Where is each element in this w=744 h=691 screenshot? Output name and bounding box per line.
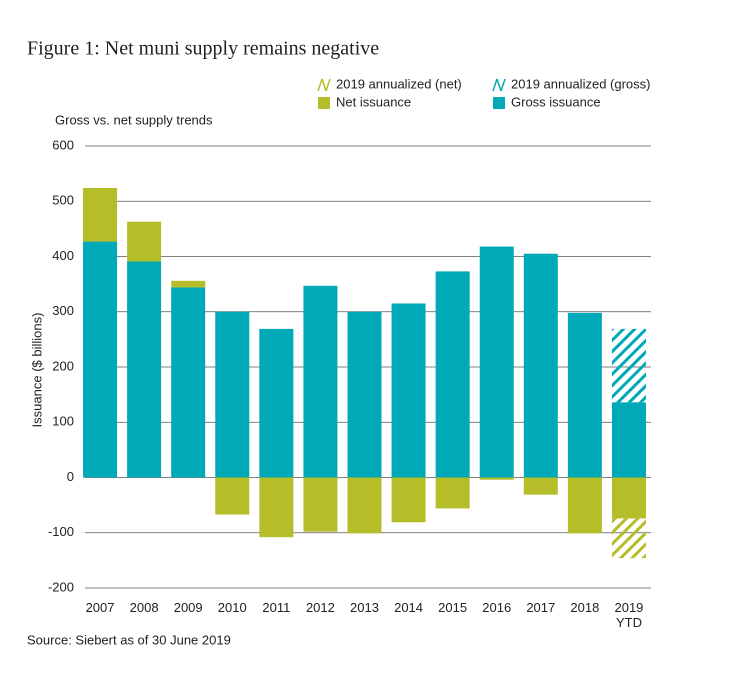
legend-swatch	[317, 78, 323, 92]
bar	[523, 253, 558, 478]
bar	[83, 241, 118, 478]
y-axis-label: Issuance ($ billions)	[29, 313, 44, 428]
legend-label: Net issuance	[336, 94, 411, 109]
x-tick-label: 2012	[305, 600, 335, 615]
x-tick-label: 2019 YTD	[614, 600, 644, 630]
y-tick-label: 300	[52, 303, 74, 318]
legend-label: Gross issuance	[511, 94, 601, 109]
bar	[215, 311, 250, 478]
bar	[479, 477, 514, 480]
chart-subtitle: Gross vs. net supply trends	[55, 112, 213, 127]
x-tick-label: 2016	[482, 600, 512, 615]
source-note: Source: Siebert as of 30 June 2019	[27, 632, 231, 647]
bar	[435, 271, 470, 478]
bar	[215, 477, 250, 515]
x-tick-label: 2017	[526, 600, 556, 615]
bar	[127, 261, 162, 478]
bar	[479, 246, 514, 478]
y-tick-label: -200	[48, 579, 74, 594]
y-tick-label: 0	[67, 469, 74, 484]
bar	[171, 280, 206, 288]
bar	[435, 477, 470, 509]
bar	[611, 328, 646, 403]
x-tick-label: 2007	[85, 600, 115, 615]
y-tick-label: 400	[52, 248, 74, 263]
bar	[347, 477, 382, 534]
bar	[83, 187, 118, 242]
y-tick-label: 600	[52, 137, 74, 152]
x-tick-label: 2018	[570, 600, 600, 615]
x-tick-label: 2014	[394, 600, 424, 615]
legend-swatch	[500, 78, 506, 92]
bar	[523, 477, 558, 495]
legend-label: 2019 annualized (net)	[336, 76, 462, 91]
legend-swatch	[492, 78, 498, 92]
bar	[303, 477, 338, 532]
legend-swatch	[325, 78, 331, 92]
y-tick-label: 100	[52, 414, 74, 429]
y-tick-label: 200	[52, 358, 74, 373]
bar	[611, 402, 646, 478]
x-tick-label: 2011	[262, 600, 291, 615]
x-tick-label: 2009	[173, 600, 203, 615]
bar	[347, 311, 382, 478]
bar	[567, 312, 602, 478]
bar	[391, 303, 426, 478]
bar	[611, 518, 646, 559]
legend-swatch	[493, 97, 505, 109]
x-tick-label: 2013	[350, 600, 379, 615]
bar	[127, 221, 162, 262]
chart-title: Figure 1: Net muni supply remains negati…	[27, 38, 379, 60]
legend-swatch	[318, 97, 330, 109]
y-tick-label: 500	[52, 193, 74, 208]
bar	[171, 287, 206, 478]
x-tick-label: 2010	[217, 600, 247, 615]
legend-swatch	[321, 78, 327, 92]
bar	[259, 477, 294, 538]
bar	[391, 477, 426, 523]
bar	[303, 285, 338, 478]
x-tick-label: 2015	[438, 600, 468, 615]
legend-label: 2019 annualized (gross)	[511, 76, 650, 91]
x-tick-label: 2008	[129, 600, 159, 615]
y-tick-label: -100	[48, 524, 74, 539]
bar	[259, 328, 294, 478]
legend-swatch	[496, 78, 502, 92]
bar	[611, 477, 646, 519]
bar	[567, 477, 602, 534]
